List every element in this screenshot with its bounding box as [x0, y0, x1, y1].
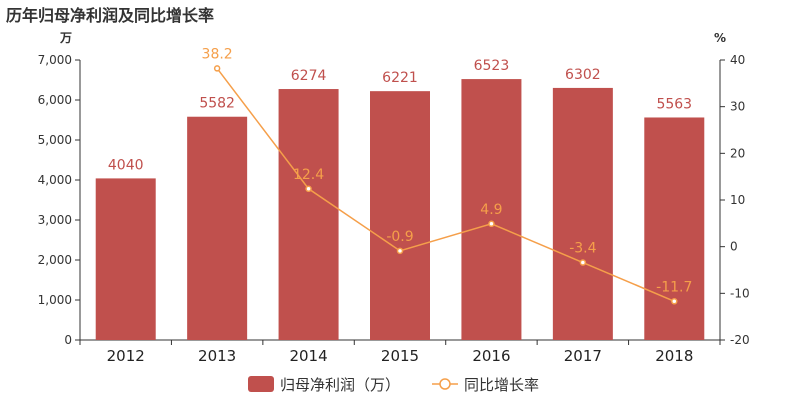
growth-line	[216, 67, 675, 302]
line-point	[396, 247, 404, 255]
line-point	[488, 220, 495, 228]
x-tick-label: 2014	[289, 347, 327, 365]
line-data-label: -3.4	[569, 241, 596, 257]
left-axis-unit: 万	[59, 31, 72, 45]
bar	[95, 178, 156, 340]
line-series: 38.2 12.4 -0.9 4.9 -3.4 -11.7	[202, 46, 692, 305]
bar	[552, 87, 613, 340]
right-tick-label: 40	[730, 53, 745, 67]
line-data-label: -0.9	[386, 229, 413, 245]
legend: 归母净利润（万） 同比增长率	[248, 376, 539, 394]
line-point	[579, 259, 587, 266]
x-tick-label: 2016	[472, 347, 510, 365]
x-tick-label: 2018	[655, 347, 693, 365]
axes-group: 万 % 0 1,000 2,000 3,000 4,000 5,000 6,000 7,000…	[38, 31, 750, 365]
line-point	[671, 298, 678, 305]
line-data-label: 4.9	[480, 202, 502, 218]
x-tick-label: 2015	[381, 347, 419, 365]
left-tick-label: 6,000	[38, 93, 72, 107]
right-tick-label: 10	[730, 193, 745, 207]
line-point	[305, 185, 312, 193]
bar	[644, 117, 705, 340]
left-tick-label: 5,000	[38, 133, 72, 147]
line-data-label: -11.7	[656, 279, 692, 295]
bar-data-label: 5563	[656, 96, 692, 112]
legend-bar-label: 归母净利润（万）	[280, 376, 400, 394]
x-tick-label: 2017	[564, 347, 602, 365]
bar	[370, 91, 430, 340]
left-tick-label: 7,000	[38, 53, 72, 67]
chart-title: 历年归母净利润及同比增长率	[6, 6, 215, 25]
bar-data-label: 5582	[199, 96, 235, 112]
right-tick-label: 20	[730, 146, 745, 160]
line-data-label: 12.4	[293, 167, 324, 183]
right-tick-label: -20	[730, 333, 750, 347]
bar	[461, 79, 522, 340]
right-tick-label: 0	[730, 240, 738, 254]
left-tick-label: 1,000	[38, 293, 72, 307]
bar-data-label: 4040	[108, 157, 144, 173]
left-tick-label: 3,000	[38, 213, 72, 227]
line-point	[213, 65, 221, 72]
bar-data-label: 6302	[565, 67, 601, 83]
right-tick-label: -10	[730, 286, 750, 300]
legend-line-label: 同比增长率	[464, 376, 539, 394]
x-tick-label: 2013	[198, 347, 236, 365]
legend-line-marker	[439, 378, 451, 390]
line-data-label: 38.2	[202, 46, 233, 62]
bar	[278, 89, 339, 340]
bar-data-label: 6221	[382, 70, 418, 86]
left-tick-label: 0	[64, 333, 72, 347]
bar-data-label: 6274	[291, 68, 327, 84]
bar-data-label: 6523	[474, 58, 510, 74]
x-tick-label: 2012	[107, 347, 145, 365]
bar-series: 4040 5582 6274 6221 6523 6302 5563	[95, 58, 705, 340]
right-axis-unit: %	[714, 31, 726, 45]
left-tick-label: 2,000	[38, 253, 72, 267]
right-tick-label: 30	[730, 100, 745, 114]
left-tick-label: 4,000	[38, 173, 72, 187]
legend-bar-swatch	[248, 376, 274, 392]
bar	[187, 116, 248, 340]
